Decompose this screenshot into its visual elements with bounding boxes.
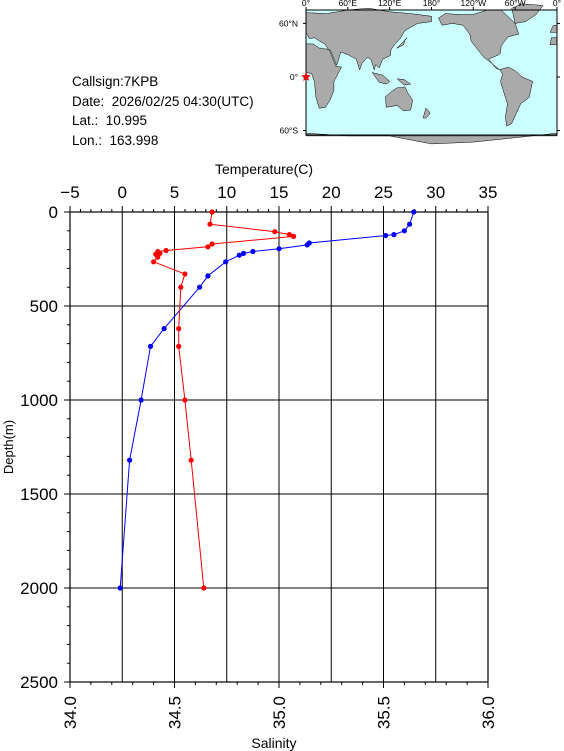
- longitude-label: Lon.: 163.998: [72, 132, 159, 148]
- callsign-label: Callsign:7KPB: [72, 74, 159, 89]
- top-tick-label: 30: [426, 183, 445, 202]
- salinity-series: [151, 209, 297, 591]
- map-lon-label: 0°: [553, 0, 561, 8]
- map-lon-label: 0°: [302, 0, 310, 8]
- chart-grid: [70, 212, 488, 682]
- map-lat-label: 60°S: [279, 126, 298, 136]
- salinity-point: [151, 259, 157, 265]
- temperature-point: [161, 326, 167, 332]
- land-mass: [305, 43, 342, 109]
- salinity-point: [207, 221, 213, 227]
- temperature-point: [236, 252, 242, 258]
- top-tick-label: 35: [479, 183, 498, 202]
- salinity-point: [153, 251, 159, 257]
- date-label: Date: 2026/02/25 04:30(UTC): [72, 93, 254, 109]
- temperature-point: [391, 232, 397, 238]
- bottom-axis-label: Salinity: [251, 735, 296, 751]
- station-location-map: 0° 60°E 120°E 180° 120°W 60°W 0° 60°N 0° 60°S: [279, 0, 561, 145]
- salinity-point: [163, 247, 169, 254]
- temperature-point: [383, 232, 389, 239]
- salinity-point: [176, 343, 182, 349]
- y-axis-label: Depth(m): [1, 420, 16, 474]
- salinity-point: [209, 241, 215, 247]
- temperature-point: [401, 228, 407, 234]
- y-tick-label: 2000: [20, 579, 58, 598]
- land-mass: [422, 107, 431, 119]
- bottom-tick-label: 34.5: [166, 696, 185, 729]
- salinity-point: [272, 229, 278, 235]
- salinity-point: [188, 457, 194, 463]
- temperature-point: [223, 259, 229, 265]
- temperature-point: [127, 457, 133, 463]
- temperature-line: [119, 211, 415, 589]
- salinity-point: [176, 326, 182, 332]
- map-lon-label: 60°E: [339, 0, 358, 8]
- bottom-tick-label: 35.5: [375, 696, 394, 729]
- salinity-line: [152, 211, 294, 589]
- temperature-point: [276, 246, 282, 252]
- y-tick-label: 2500: [20, 673, 58, 692]
- top-tick-label: 15: [270, 183, 289, 202]
- land-mass: [396, 37, 408, 49]
- y-tick-label: 0: [49, 203, 58, 222]
- salinity-point: [209, 209, 215, 215]
- temperature-point: [250, 248, 256, 255]
- map-lat-label: 0°: [290, 72, 298, 82]
- land-mass: [511, 3, 544, 24]
- map-lon-label: 60°W: [505, 0, 526, 8]
- temperature-point: [205, 273, 211, 279]
- y-tick-label: 1000: [20, 391, 58, 410]
- land-mass: [305, 132, 558, 145]
- salinity-point: [286, 232, 292, 238]
- top-tick-label: 25: [374, 183, 393, 202]
- top-axis-label: Temperature(C): [215, 161, 313, 177]
- latitude-label: Lat.: 10.995: [72, 113, 148, 128]
- bottom-tick-label: 35.0: [270, 696, 289, 729]
- land-mass: [499, 66, 533, 127]
- temperature-series: [117, 209, 417, 591]
- temperature-point: [117, 585, 123, 591]
- land-mass: [385, 86, 413, 112]
- top-tick-label: 5: [170, 183, 179, 202]
- temperature-point: [407, 221, 413, 227]
- temperature-point: [147, 343, 154, 349]
- salinity-point: [157, 250, 163, 256]
- temperature-point: [306, 240, 312, 246]
- map-lon-label: 180°: [423, 0, 441, 8]
- salinity-point: [182, 271, 188, 277]
- map-lon-label: 120°E: [378, 0, 402, 8]
- y-tick-label: 1500: [20, 485, 58, 504]
- plot-frame: [69, 211, 489, 683]
- salinity-point: [182, 397, 188, 403]
- salinity-point: [291, 233, 297, 239]
- temperature-point: [240, 250, 247, 256]
- top-tick-label: −5: [60, 183, 79, 202]
- station-marker-icon: [301, 71, 311, 81]
- temperature-point: [304, 242, 310, 248]
- top-tick-label: 0: [118, 183, 127, 202]
- salinity-point: [155, 248, 161, 255]
- map-lon-label: 120°W: [461, 0, 487, 8]
- salinity-point: [178, 284, 184, 290]
- temperature-point: [138, 397, 144, 403]
- y-tick-label: 500: [30, 297, 58, 316]
- salinity-point: [205, 244, 211, 250]
- salinity-point: [201, 585, 207, 591]
- bottom-tick-label: 36.0: [479, 696, 498, 729]
- temperature-point: [197, 284, 203, 290]
- land-mass: [549, 37, 558, 46]
- bottom-tick-label: 34.0: [61, 696, 80, 729]
- salinity-point: [155, 254, 161, 260]
- temperature-point: [411, 209, 417, 215]
- map-lat-label: 60°N: [279, 18, 298, 28]
- land-mass: [396, 78, 412, 86]
- land-mass: [305, 7, 432, 71]
- land-mass: [371, 72, 391, 85]
- station-info: Callsign:7KPB Date: 2026/02/25 04:30(UTC…: [72, 72, 254, 150]
- top-tick-label: 10: [217, 183, 236, 202]
- top-tick-label: 20: [322, 183, 341, 202]
